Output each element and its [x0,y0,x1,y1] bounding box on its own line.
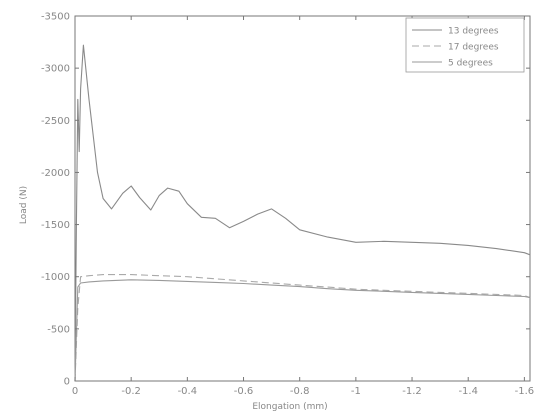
series-layer [74,44,531,382]
y-tick-label: -2000 [41,168,70,179]
y-axis: 0 -500 -1000 -1500 -2000 -2500 -3000 -3500 [41,12,530,388]
x-tick-label: -0.8 [290,386,310,397]
x-tick-label: -1 [351,386,361,397]
x-axis: 0 -0.2 -0.4 -0.6 -0.8 -1 -1.2 -1.4 -1.6 [72,16,534,397]
legend-label-5-degrees: 5 degrees [448,59,493,69]
y-tick-label: -3500 [41,12,70,23]
series-line-13-degrees [74,44,531,382]
series-line-5-degrees [74,279,531,382]
x-tick-label: -1.4 [458,386,478,397]
x-tick-label: -0.6 [234,386,254,397]
x-axis-title: Elongation (mm) [252,402,327,412]
x-tick-label: -0.2 [121,386,141,397]
legend-label-17-degrees: 17 degrees [448,43,499,53]
y-tick-label: -1500 [41,220,70,231]
plot-frame [74,15,531,382]
legend-label-13-degrees: 13 degrees [448,27,499,37]
legend: 13 degrees 17 degrees 5 degrees [405,17,525,73]
y-tick-label: -3000 [41,64,70,75]
x-tick-label: -0.4 [178,386,198,397]
x-tick-label: -1.2 [402,386,422,397]
y-tick-label: -500 [47,324,70,335]
x-tick-label: 0 [72,386,78,397]
y-tick-label: 0 [64,377,70,388]
y-axis-title: Load (N) [19,186,29,224]
x-tick-label: -1.6 [515,386,535,397]
y-tick-label: -2500 [41,116,70,127]
legend-box [405,17,525,73]
y-tick-label: -1000 [41,272,70,283]
